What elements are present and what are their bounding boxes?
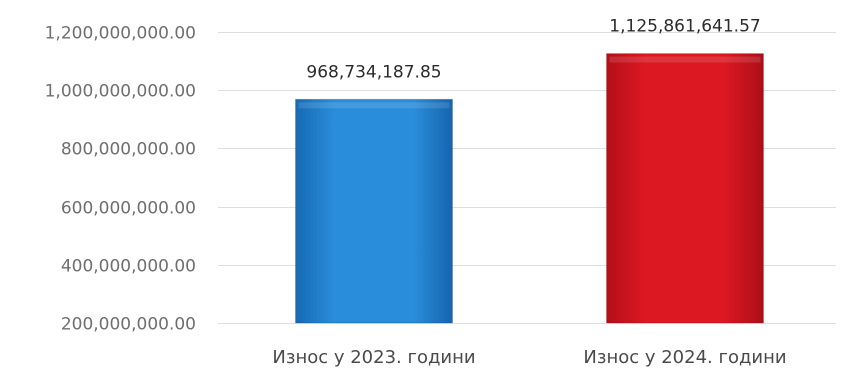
bar-group <box>295 98 453 324</box>
data-label: 968,734,187.85 <box>306 62 441 82</box>
y-axis-tick-labels: 200,000,000.00 400,000,000.00 600,000,000.… <box>45 24 196 335</box>
x-axis-category-labels: Износ у 2023. години Износ у 2024. години <box>272 347 786 368</box>
bar-highlight <box>298 102 450 109</box>
y-tick-label: 800,000,000.00 <box>61 140 196 160</box>
y-tick-label: 400,000,000.00 <box>61 257 196 277</box>
bars <box>295 53 764 324</box>
bar-group <box>606 53 764 324</box>
bar <box>295 98 453 324</box>
category-label: Износ у 2024. години <box>583 347 786 368</box>
y-tick-label: 200,000,000.00 <box>61 315 196 335</box>
bar <box>606 53 764 324</box>
y-tick-label: 1,200,000,000.00 <box>45 24 196 44</box>
category-label: Износ у 2023. години <box>272 347 475 368</box>
data-labels: 968,734,187.85 1,125,861,641.57 <box>306 17 760 83</box>
y-tick-label: 600,000,000.00 <box>61 199 196 219</box>
bar-highlight <box>609 56 761 63</box>
data-label: 1,125,861,641.57 <box>609 17 760 37</box>
y-tick-label: 1,000,000,000.00 <box>45 82 196 102</box>
